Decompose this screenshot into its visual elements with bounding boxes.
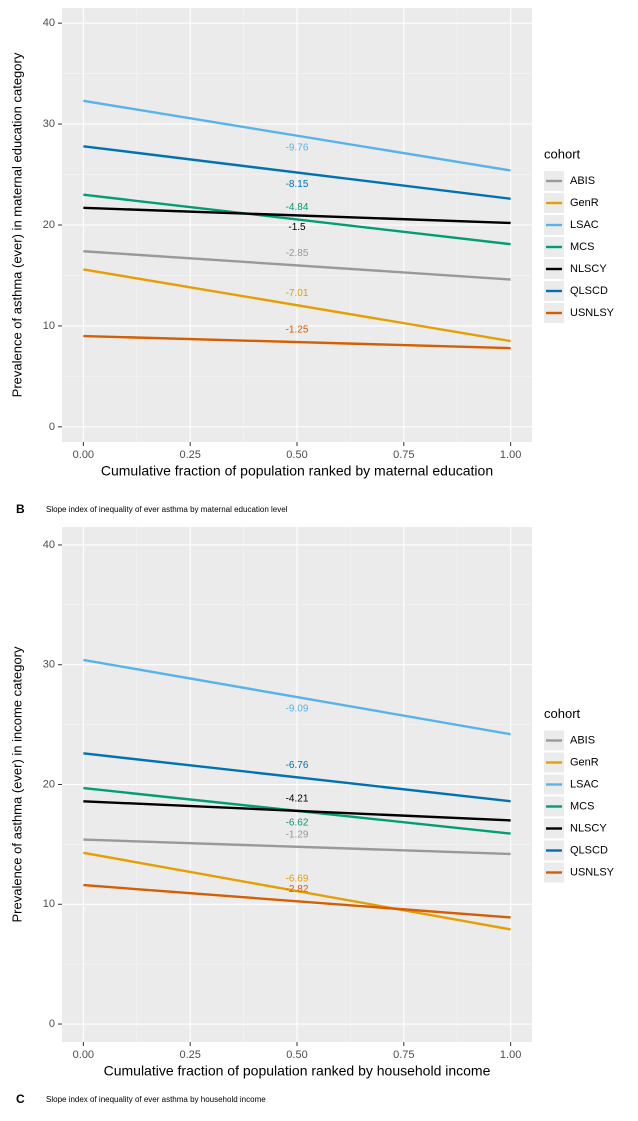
y-tick-label: 0	[49, 1018, 55, 1030]
data-label: -1.25	[286, 325, 309, 336]
legend-label: USNLSY	[570, 307, 615, 319]
x-tick-label: 0.50	[286, 1049, 307, 1061]
legend-label: LSAC	[570, 219, 599, 231]
x-tick-label: 0.75	[393, 1049, 414, 1061]
caption-letter: B	[16, 502, 25, 516]
legend-label: NLSCY	[570, 822, 607, 834]
y-tick-label: 40	[43, 539, 55, 551]
line	[83, 250, 511, 281]
line	[83, 658, 511, 736]
y-tick-label: 40	[43, 17, 55, 29]
legend-label: GenR	[570, 197, 599, 209]
x-axis-title: Cumulative fraction of population ranked…	[101, 463, 493, 479]
y-tick-label: 20	[43, 778, 55, 790]
y-tick-label: 30	[43, 118, 55, 130]
data-label: -2.82	[286, 884, 309, 895]
x-tick-label: 0.00	[73, 449, 94, 461]
legend-label: QLSCD	[570, 844, 608, 856]
line	[83, 752, 511, 803]
y-tick-label: 10	[43, 898, 55, 910]
legend-label: ABIS	[570, 175, 595, 187]
data-label: -9.09	[286, 704, 309, 715]
legend-label: MCS	[570, 241, 594, 253]
legend-label: USNLSY	[570, 866, 615, 878]
line	[83, 800, 511, 822]
line	[83, 99, 511, 172]
legend-label: MCS	[570, 800, 594, 812]
data-label: -7.01	[286, 288, 309, 299]
legend-label: NLSCY	[570, 263, 607, 275]
x-tick-label: 0.25	[179, 449, 200, 461]
x-tick-label: 1.00	[500, 1049, 521, 1061]
line	[83, 851, 511, 931]
y-tick-label: 20	[43, 219, 55, 231]
legend-label: QLSCD	[570, 285, 608, 297]
line	[83, 268, 511, 343]
data-label: -6.62	[286, 817, 309, 828]
data-label: -4.84	[286, 202, 309, 213]
chart-panel: 0 10 20 30 40 0.00 0.25 0.50 0.75 1.00 Cumulative …	[9, 8, 615, 516]
line	[83, 206, 511, 225]
y-tick-label: 30	[43, 659, 55, 671]
chart-panel: 0 10 20 30 40 0.00 0.25 0.50 0.75 1.00 Cumulative …	[9, 527, 615, 1106]
caption-letter: C	[16, 1092, 25, 1106]
data-label: -4.21	[286, 793, 309, 804]
line	[83, 193, 511, 246]
legend-title: cohort	[544, 706, 581, 721]
data-label: -6.76	[286, 760, 309, 771]
y-tick-label: 10	[43, 320, 55, 332]
data-label: -9.76	[286, 142, 309, 153]
y-axis-title: Prevalence of asthma (ever) in income ca…	[9, 646, 24, 923]
caption: Slope index of inequality of ever asthma…	[46, 505, 288, 514]
data-label: -1.5	[288, 222, 306, 233]
legend-label: ABIS	[570, 734, 595, 746]
y-tick-label: 0	[49, 421, 55, 433]
legend-label: LSAC	[570, 778, 599, 790]
x-tick-label: 0.50	[286, 449, 307, 461]
data-label: -6.69	[286, 874, 309, 885]
line	[83, 145, 511, 200]
legend-label: GenR	[570, 756, 599, 768]
line	[83, 883, 511, 919]
data-label: -1.29	[286, 829, 309, 840]
y-axis-title: Prevalence of asthma (ever) in maternal …	[9, 52, 24, 397]
legend-title: cohort	[544, 146, 581, 161]
x-tick-label: 0.00	[73, 1049, 94, 1061]
x-tick-label: 1.00	[500, 449, 521, 461]
x-axis-title: Cumulative fraction of population ranked…	[104, 1063, 491, 1079]
x-tick-label: 0.75	[393, 449, 414, 461]
data-label: -2.85	[286, 248, 309, 259]
data-label: -8.15	[286, 179, 309, 190]
x-tick-label: 0.25	[179, 1049, 200, 1061]
line	[83, 334, 511, 350]
line	[83, 838, 511, 856]
caption: Slope index of inequality of ever asthma…	[46, 1095, 266, 1104]
